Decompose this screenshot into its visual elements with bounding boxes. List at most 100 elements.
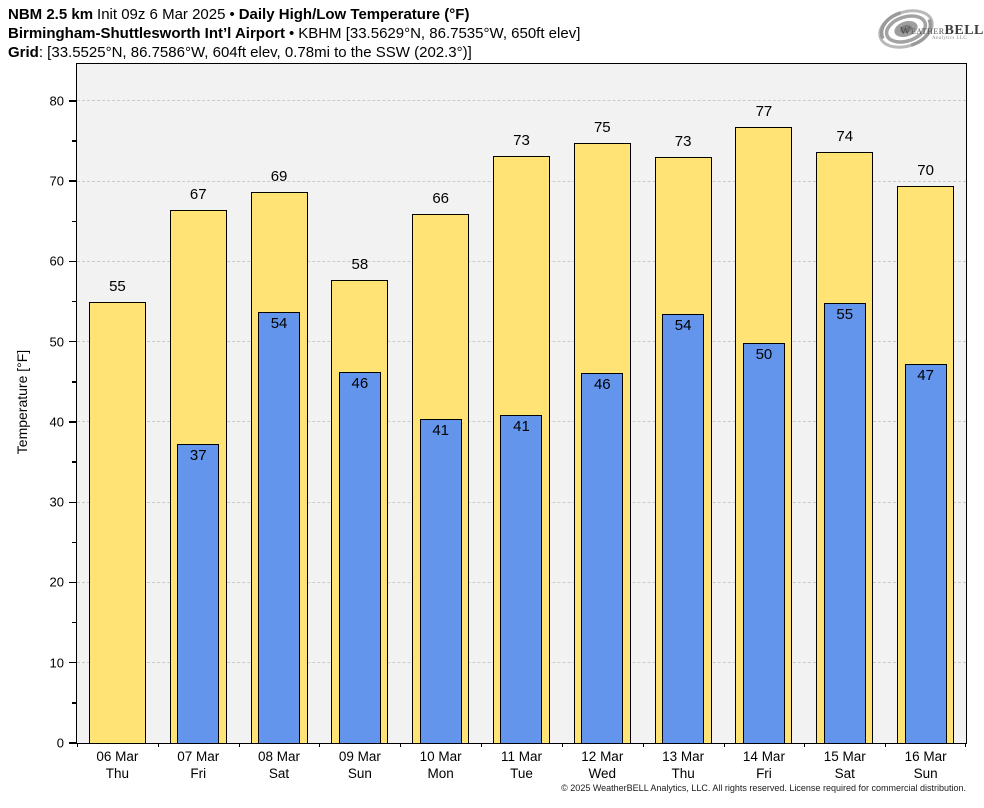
y-tick-label: 10 <box>49 655 64 671</box>
y-axis-minor-tick <box>72 220 76 222</box>
low-temp-bar <box>177 443 220 744</box>
high-temp-bar <box>88 302 146 744</box>
x-tick-weekday: Sat <box>834 765 855 781</box>
hurricane-swirl-icon <box>878 9 934 49</box>
y-gridline <box>77 100 966 102</box>
logo-weather-text: Weather <box>900 25 945 37</box>
bullet-separator: • <box>229 6 235 23</box>
y-axis-major-tick <box>69 100 76 102</box>
y-axis-minor-tick <box>72 381 76 383</box>
y-tick-label: 70 <box>49 173 64 189</box>
x-tick-label: 09 Mar Sun <box>319 749 400 782</box>
x-axis-tick <box>561 743 563 747</box>
x-tick-label: 08 Mar Sat <box>239 749 320 782</box>
chart-header: NBM 2.5 km Init 09z 6 Mar 2025 • Daily High… <box>8 5 580 62</box>
high-value-label: 70 <box>917 162 934 179</box>
x-axis-tick <box>77 743 78 747</box>
low-value-label: 46 <box>351 375 369 393</box>
y-axis-title: Temperature [°F] <box>14 349 30 455</box>
x-tick-label: 11 Mar Tue <box>481 749 562 782</box>
high-value-label: 73 <box>513 132 530 150</box>
x-tick-weekday: Thu <box>105 765 130 781</box>
model-name: NBM 2.5 km <box>8 6 94 23</box>
logo-bell-text: BELL <box>944 23 984 38</box>
y-axis-minor-tick <box>72 461 76 463</box>
x-tick-date: 07 Mar <box>177 749 220 764</box>
x-tick-weekday: Sun <box>913 765 938 781</box>
day-group: 69 54 08 Mar Sat <box>238 64 320 781</box>
x-tick-date: 14 Mar <box>742 749 785 764</box>
low-value-label: 50 <box>755 345 773 363</box>
x-axis-tick <box>319 743 321 747</box>
x-axis-tick <box>238 743 240 747</box>
x-axis-tick <box>964 743 966 747</box>
day-group: 73 41 11 Mar Tue <box>481 64 562 781</box>
station-name: Birmingham-Shuttlesworth Int’l Airport <box>8 25 285 42</box>
high-value-label: 75 <box>593 119 611 137</box>
x-axis-tick <box>157 743 159 747</box>
header-line-3: Grid: [33.5525°N, 86.7586°W, 604ft elev,… <box>8 43 580 62</box>
x-tick-weekday: Thu <box>671 765 695 781</box>
x-tick-date: 08 Mar <box>258 749 301 764</box>
x-tick-label: 12 Mar Wed <box>562 749 643 782</box>
logo-wordmark: WeatherBELL <box>900 21 984 39</box>
low-temp-bar <box>419 418 462 744</box>
y-axis-major-tick <box>69 260 76 263</box>
y-tick-label: 20 <box>49 574 64 590</box>
x-tick-label: 07 Mar Fri <box>158 749 239 782</box>
high-value-label: 66 <box>432 190 450 208</box>
low-temp-bar <box>258 312 301 744</box>
y-tick-label: 0 <box>56 735 64 751</box>
high-value-label: 69 <box>270 167 288 185</box>
x-tick-date: 11 Mar <box>500 749 542 764</box>
high-value-label: 67 <box>189 186 207 204</box>
x-tick-label: 06 Mar Thu <box>77 749 158 782</box>
day-group: 73 54 13 Mar Thu <box>642 64 724 781</box>
high-value-label: 77 <box>755 102 773 120</box>
high-value-label: 55 <box>109 278 126 296</box>
y-tick-label: 30 <box>49 494 64 510</box>
day-group: 77 50 14 Mar Fri <box>723 64 805 781</box>
x-tick-label: 10 Mar Mon <box>400 749 481 782</box>
low-temp-bar <box>500 414 543 744</box>
high-value-label: 74 <box>836 128 854 146</box>
x-tick-weekday: Wed <box>588 765 617 781</box>
x-axis-tick <box>885 743 887 747</box>
y-axis-major-tick <box>69 662 76 664</box>
y-axis-major-tick <box>69 421 76 423</box>
x-axis-tick <box>804 743 806 747</box>
y-tick-label: 40 <box>49 414 64 430</box>
x-axis-tick <box>723 743 725 747</box>
x-tick-weekday: Fri <box>190 765 207 781</box>
y-axis-minor-tick <box>72 541 76 544</box>
low-temp-bar <box>662 314 705 744</box>
low-temp-bar <box>904 364 947 744</box>
day-group: 67 37 07 Mar Fri <box>157 64 239 781</box>
plot-area: 0 10 20 30 40 50 60 70 80 55 06 Mar Thu 67 37 07 Mar Fr… <box>50 63 967 781</box>
low-value-label: 46 <box>593 376 611 394</box>
product-title: Daily High/Low Temperature (°F) <box>238 6 470 23</box>
x-tick-label: 14 Mar Fri <box>724 749 805 782</box>
x-tick-weekday: Fri <box>756 765 772 781</box>
low-value-label: 41 <box>513 417 530 435</box>
low-value-label: 54 <box>270 315 288 333</box>
x-tick-label: 15 Mar Sat <box>804 749 885 782</box>
low-temp-bar <box>581 373 624 744</box>
day-group: 74 55 15 Mar Sat <box>804 64 885 781</box>
y-tick-label: 60 <box>49 253 64 269</box>
grid-label: Grid <box>8 44 39 61</box>
low-temp-bar <box>742 342 785 744</box>
header-line-1: NBM 2.5 km Init 09z 6 Mar 2025 • Daily High… <box>8 5 580 24</box>
day-group: 66 41 10 Mar Mon <box>400 64 481 781</box>
y-tick-label: 50 <box>49 334 64 350</box>
x-tick-date: 06 Mar <box>96 749 139 764</box>
y-axis-minor-tick <box>72 702 76 704</box>
x-tick-weekday: Sun <box>347 765 372 781</box>
high-value-label: 58 <box>351 255 369 273</box>
y-axis-minor-tick <box>72 300 76 303</box>
y-tick-label: 80 <box>49 93 64 109</box>
day-group: 55 06 Mar Thu <box>77 64 158 781</box>
day-group: 70 47 16 Mar Sun <box>885 64 966 781</box>
day-group: 58 46 09 Mar Sun <box>319 64 400 781</box>
y-axis-major-tick <box>69 581 76 584</box>
